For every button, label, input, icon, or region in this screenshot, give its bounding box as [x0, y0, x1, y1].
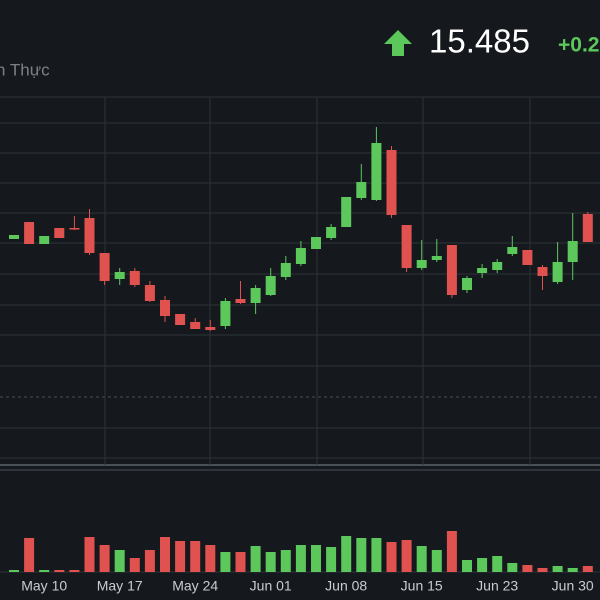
volume-bar	[280, 550, 291, 572]
candle-body	[129, 271, 140, 285]
candle-body	[341, 197, 352, 227]
candle-body	[582, 214, 593, 242]
candle-body	[24, 222, 35, 244]
x-tick-label: Jun 15	[401, 578, 443, 594]
volume-bar	[326, 547, 337, 572]
x-tick-label: Jun 30	[552, 578, 594, 594]
volume-bar	[522, 565, 533, 572]
candle-body	[416, 260, 427, 268]
price: 15.485	[429, 23, 530, 60]
candle-body	[144, 285, 155, 301]
candle-body	[220, 301, 231, 326]
volume-bar	[175, 541, 186, 572]
candle-body	[280, 263, 291, 277]
volume-bar	[477, 558, 488, 572]
volume-bar	[462, 560, 472, 572]
volume-bar	[401, 540, 412, 572]
volume-bar	[190, 541, 201, 572]
volume-bar	[356, 538, 367, 572]
volume-bar	[311, 545, 321, 572]
candle-body	[160, 300, 170, 316]
candle-body	[477, 268, 488, 273]
candle-body	[250, 288, 261, 303]
volume-bar	[492, 556, 503, 572]
candle-body	[552, 262, 563, 282]
volume-bar	[84, 537, 95, 572]
volume-bar	[114, 550, 125, 572]
x-tick-label: May 17	[97, 578, 143, 594]
volume-bar	[416, 546, 427, 572]
candle-body	[537, 267, 548, 276]
candle-body	[401, 225, 412, 268]
candle-body	[311, 237, 321, 249]
volume-bar	[220, 552, 231, 572]
candle-body	[492, 262, 503, 270]
volume-bar	[99, 545, 110, 572]
volume-bar	[235, 552, 246, 572]
candle-body	[99, 253, 110, 281]
up-arrow	[384, 30, 412, 56]
volume-bar	[24, 538, 35, 572]
volume-bar	[582, 566, 593, 572]
candle-body	[175, 314, 186, 325]
candle-body	[69, 228, 80, 230]
candle-body	[386, 150, 397, 215]
volume-bar	[129, 558, 140, 572]
candle-body	[190, 322, 201, 329]
volume-bar	[160, 537, 170, 572]
volume-bar	[144, 550, 155, 572]
volume-bar	[431, 550, 442, 572]
candle-body	[205, 327, 216, 330]
candle-body	[326, 227, 337, 238]
x-tick-label: May 10	[21, 578, 67, 594]
candle-body	[371, 143, 382, 200]
x-tick-label: Jun 08	[325, 578, 367, 594]
candle-body	[9, 235, 19, 239]
candle-body	[114, 272, 125, 279]
x-tick-label: Jun 01	[250, 578, 292, 594]
volume-bar	[69, 570, 80, 572]
volume-bar	[54, 570, 65, 572]
volume-bar	[567, 568, 578, 572]
price-change: +0.2	[558, 34, 599, 57]
volume-bar	[537, 568, 548, 572]
grid	[0, 96, 600, 573]
candle-body	[235, 299, 246, 303]
volume-bar	[295, 545, 306, 572]
volume-bar	[9, 570, 19, 572]
candle-body	[295, 248, 306, 264]
candle-body	[462, 278, 472, 290]
volume-bar	[265, 552, 276, 572]
x-tick-label: Jun 23	[476, 578, 518, 594]
volume-bar	[552, 566, 563, 572]
candle-body	[522, 250, 533, 265]
candle-body	[567, 241, 578, 262]
candle-body	[54, 228, 65, 238]
candle-body	[39, 236, 50, 244]
symbol-name: n Thực	[0, 60, 50, 79]
candle-body	[431, 256, 442, 260]
volume-bar	[446, 531, 457, 572]
x-tick-label: May 24	[172, 578, 218, 594]
candle-body	[84, 218, 95, 253]
volume-bar	[371, 538, 382, 572]
volume-bar	[250, 546, 261, 572]
volume-bar	[507, 563, 518, 572]
candle-body	[507, 247, 518, 254]
volume-bar	[386, 542, 397, 572]
candle-body	[265, 276, 276, 295]
candle-body	[356, 182, 367, 198]
volume-bar	[39, 570, 50, 572]
volume-bar	[341, 536, 352, 572]
candle-body	[446, 245, 457, 295]
volume-bar	[205, 545, 216, 572]
